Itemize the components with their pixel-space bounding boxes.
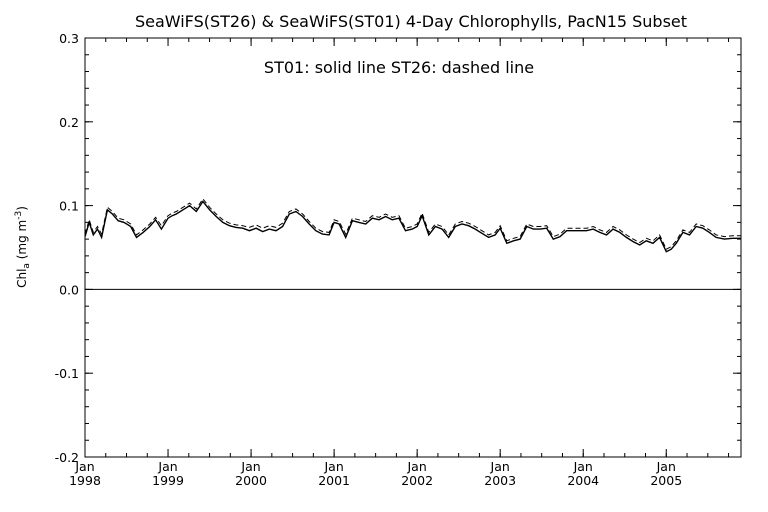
x-tick-year: 1998	[69, 473, 101, 488]
series-layer	[84, 198, 741, 253]
x-tick-month: Jan	[573, 459, 593, 474]
plot-frame	[84, 37, 742, 458]
x-tick-month: Jan	[157, 459, 177, 474]
x-tick-year: 2003	[484, 473, 516, 488]
y-tick-label: 0.1	[59, 199, 79, 214]
series-line-st01	[84, 200, 741, 253]
y-label-sub: a	[22, 263, 32, 269]
y-label-base: Chl	[15, 269, 29, 288]
y-label-sup: -3	[14, 211, 24, 220]
x-axis: Jan1998Jan1999Jan2000Jan2001Jan2002Jan20…	[69, 38, 730, 488]
y-label-close: )	[15, 206, 29, 211]
x-tick-month: Jan	[656, 459, 676, 474]
x-tick-year: 2004	[567, 473, 599, 488]
y-tick-label: 0.0	[59, 282, 79, 297]
x-tick-month: Jan	[407, 459, 427, 474]
x-tick-year: 2001	[318, 473, 350, 488]
x-tick-month: Jan	[240, 459, 260, 474]
x-tick-month: Jan	[323, 459, 343, 474]
series-line-st26	[84, 198, 741, 250]
x-tick-month: Jan	[74, 459, 94, 474]
x-tick-year: 1999	[152, 473, 184, 488]
chart-title: SeaWiFS(ST26) & SeaWiFS(ST01) 4-Day Chlo…	[135, 12, 687, 31]
x-tick-year: 2002	[401, 473, 433, 488]
y-axis: -0.2 -0.1 0.0 0.1 0.2 0.3	[55, 31, 741, 465]
x-tick-year: 2005	[650, 473, 682, 488]
line-style-note: ST01: solid line ST26: dashed line	[264, 58, 534, 77]
y-tick-label: 0.3	[59, 31, 79, 46]
y-tick-label: 0.2	[59, 115, 79, 130]
x-tick-year: 2000	[235, 473, 267, 488]
y-label-units: (mg m	[15, 220, 29, 263]
x-tick-month: Jan	[490, 459, 510, 474]
y-tick-label: -0.1	[55, 366, 79, 381]
y-tick-label: -0.2	[55, 450, 79, 465]
y-axis-label: Chla (mg m-3)	[14, 206, 32, 288]
